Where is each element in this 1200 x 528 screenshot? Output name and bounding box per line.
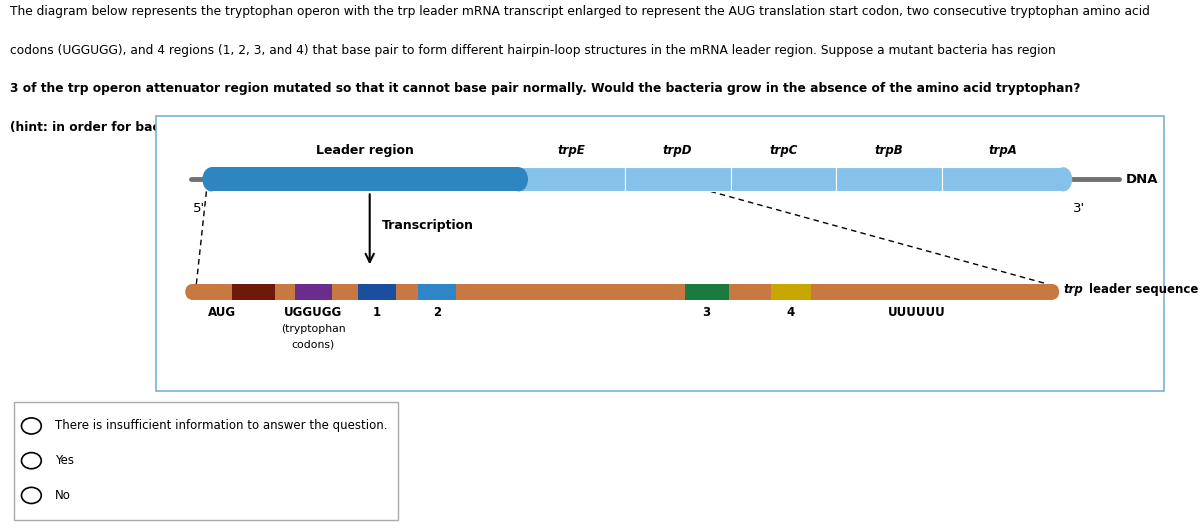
Bar	[770, 284, 811, 299]
Bar	[518, 167, 625, 191]
Text: 2: 2	[433, 306, 442, 319]
Text: 4: 4	[787, 306, 796, 319]
Text: (tryptophan: (tryptophan	[281, 324, 346, 334]
Ellipse shape	[203, 167, 221, 191]
Text: (hint: in order for bacteria to grow in absence of tryptophan it should be able : (hint: in order for bacteria to grow in …	[10, 120, 785, 134]
Bar	[232, 284, 275, 299]
Bar	[942, 167, 1063, 191]
Text: No: No	[55, 489, 71, 502]
Bar	[836, 167, 942, 191]
Ellipse shape	[22, 487, 41, 504]
Bar	[358, 284, 396, 299]
Text: Leader region: Leader region	[317, 144, 414, 157]
Ellipse shape	[1048, 284, 1060, 299]
Text: 3: 3	[702, 306, 710, 319]
Ellipse shape	[510, 167, 528, 191]
Text: trpB: trpB	[875, 144, 904, 157]
Text: codons (UGGUGG), and 4 regions (1, 2, 3, and 4) that base pair to form different: codons (UGGUGG), and 4 regions (1, 2, 3,…	[10, 44, 1055, 56]
Text: Transcription: Transcription	[382, 220, 474, 232]
Text: AUG: AUG	[208, 306, 235, 319]
Text: trpE: trpE	[558, 144, 586, 157]
Bar	[625, 167, 731, 191]
FancyBboxPatch shape	[13, 402, 397, 520]
Text: trpC: trpC	[769, 144, 798, 157]
Bar	[295, 284, 332, 299]
Bar	[191, 284, 1054, 299]
Text: codons): codons)	[292, 339, 335, 349]
Text: There is insufficient information to answer the question.: There is insufficient information to ans…	[55, 419, 388, 432]
Text: DNA: DNA	[1126, 173, 1158, 186]
Text: 5': 5'	[193, 202, 205, 215]
Text: 1: 1	[373, 306, 380, 319]
Ellipse shape	[185, 284, 197, 299]
Text: UUUUUU: UUUUUU	[888, 306, 946, 319]
Bar	[731, 167, 836, 191]
Text: The diagram below represents the tryptophan operon with the trp leader mRNA tran: The diagram below represents the tryptop…	[10, 5, 1150, 18]
Text: trpD: trpD	[662, 144, 692, 157]
Bar	[211, 167, 518, 191]
Bar	[685, 284, 728, 299]
Text: leader sequence mRNA: leader sequence mRNA	[1090, 283, 1200, 296]
Text: 3': 3'	[1073, 202, 1086, 215]
Text: UGGUGG: UGGUGG	[284, 306, 342, 319]
Ellipse shape	[22, 452, 41, 469]
Text: trpA: trpA	[989, 144, 1018, 157]
Text: Yes: Yes	[55, 454, 74, 467]
Text: trp: trp	[1063, 283, 1082, 296]
Ellipse shape	[22, 418, 41, 434]
Ellipse shape	[1054, 167, 1073, 191]
Bar	[418, 284, 456, 299]
Text: 3 of the trp operon attenuator region mutated so that it cannot base pair normal: 3 of the trp operon attenuator region mu…	[10, 82, 1080, 95]
